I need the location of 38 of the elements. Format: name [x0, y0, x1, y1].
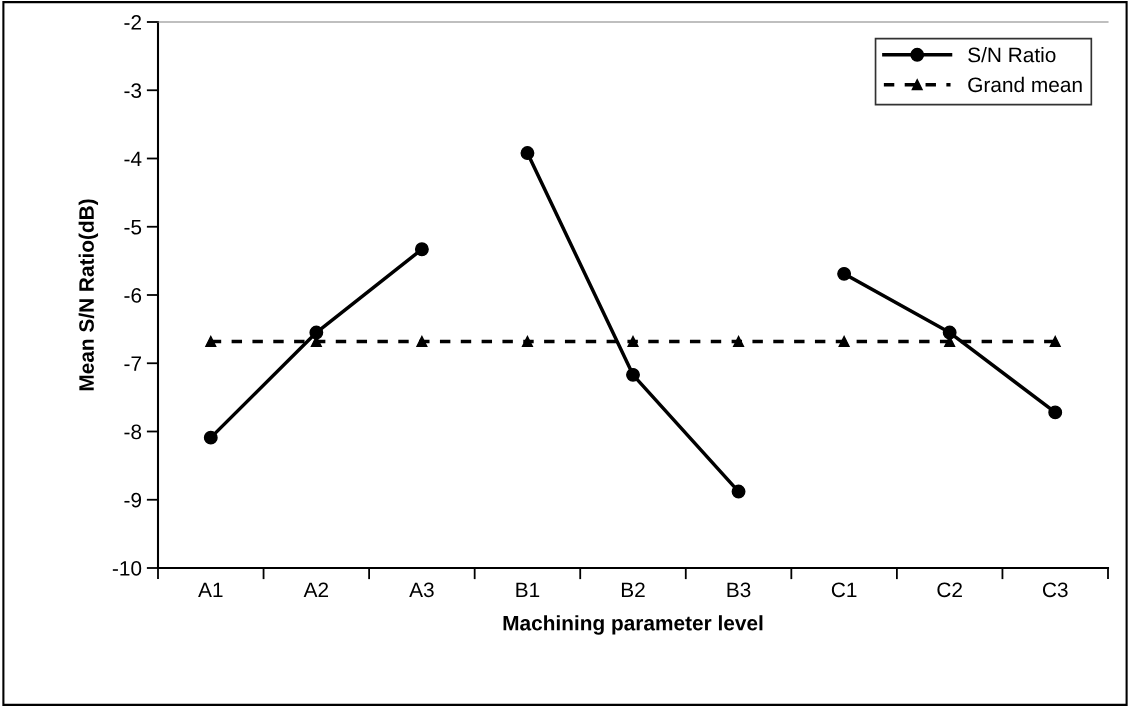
y-tick-label: -8: [124, 424, 142, 440]
y-tick-label: -6: [124, 288, 142, 303]
point: [732, 335, 745, 347]
legend-label: S/N Ratio: [968, 47, 1056, 63]
point: [731, 484, 746, 499]
y-axis-title: Mean S/N Ratio(dB): [78, 199, 99, 391]
y-tick-label: -7: [124, 356, 141, 371]
x-axis-title: Machining parameter level: [503, 615, 763, 635]
y-tick-label: -3: [124, 83, 142, 98]
y-tick-label: -10: [112, 561, 142, 576]
x-tick-label: B2: [621, 582, 645, 597]
point: [1049, 335, 1061, 347]
point: [309, 325, 324, 340]
point: [520, 146, 535, 160]
x-tick-label: A1: [198, 582, 223, 597]
y-tick-label: -2: [124, 15, 141, 30]
x-tick-label: A2: [303, 582, 329, 597]
point: [203, 430, 218, 445]
point: [626, 367, 640, 382]
point: [942, 325, 957, 340]
x-tick-label: B3: [727, 582, 751, 598]
point: [521, 335, 534, 347]
point: [205, 335, 217, 347]
x-tick-label: B1: [516, 582, 540, 597]
x-tick-label: A3: [409, 582, 434, 598]
y-tick-label: -9: [124, 492, 142, 508]
point: [838, 335, 850, 347]
y-tick-label: -5: [124, 219, 142, 235]
point: [627, 335, 639, 347]
x-tick-label: C2: [937, 582, 962, 598]
point: [416, 335, 428, 347]
x-tick-label: C1: [831, 582, 857, 598]
point: [1048, 405, 1063, 420]
x-tick-label: C3: [1042, 582, 1068, 598]
legend-label: Grand mean: [968, 76, 1082, 93]
point: [837, 266, 852, 281]
y-tick-label: -4: [124, 151, 142, 167]
point: [414, 242, 429, 257]
